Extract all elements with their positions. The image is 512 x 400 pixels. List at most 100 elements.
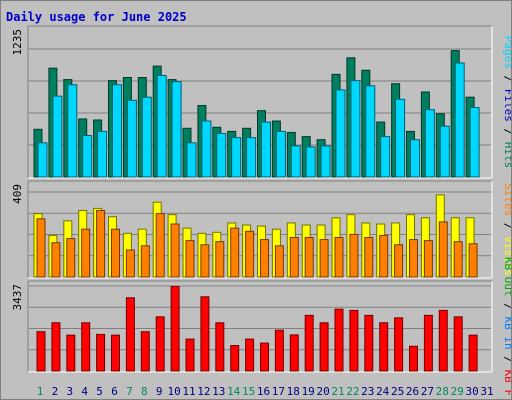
bar-kb-f	[394, 317, 404, 372]
bar-sites	[349, 233, 359, 278]
bar-pages	[52, 95, 63, 178]
series-legend: KB Out / KB In / KB F	[502, 257, 512, 396]
bar-pages	[201, 120, 212, 178]
legend-entry: Files	[502, 89, 512, 122]
x-tick-label: 29	[451, 385, 464, 398]
bar-pages	[82, 135, 93, 178]
bar-pages	[380, 136, 391, 178]
bar-kb-f	[453, 316, 463, 372]
bar-pages	[141, 96, 152, 178]
x-tick-label: 13	[212, 385, 225, 398]
bar-sites	[289, 237, 299, 278]
bar-pages	[454, 62, 465, 178]
bar-sites	[155, 213, 165, 278]
bar-kb-f	[349, 309, 359, 372]
x-tick-label: 2	[52, 385, 59, 398]
bar-sites	[379, 234, 389, 278]
bar-kb-f	[230, 345, 240, 372]
bar-sites	[170, 223, 180, 278]
bar-kb-f	[379, 322, 389, 372]
bar-pages	[350, 80, 361, 178]
series-legend: Pages / Files / Hits	[502, 36, 512, 169]
x-tick-label: 18	[287, 385, 300, 398]
bar-sites	[81, 228, 91, 278]
x-tick-label: 14	[227, 385, 241, 398]
bar-kb-f	[140, 331, 150, 372]
bar-kb-f	[409, 345, 418, 372]
x-tick-label: 15	[242, 385, 255, 398]
legend-entry: Pages	[502, 36, 512, 69]
bar-sites	[409, 239, 418, 278]
bar-pages	[246, 137, 257, 178]
bar-kb-f	[334, 308, 344, 372]
x-tick-label: 21	[331, 385, 344, 398]
legend-entry: KB F	[502, 370, 512, 397]
bar-kb-f	[200, 296, 210, 372]
x-tick-label: 6	[111, 385, 118, 398]
bar-pages	[275, 130, 286, 178]
bar-pages	[395, 98, 406, 178]
x-tick-label: 25	[391, 385, 404, 398]
bar-kb-f	[304, 314, 314, 372]
x-tick-label: 31	[480, 385, 493, 398]
bar-sites	[245, 230, 255, 278]
x-tick-label: 8	[141, 385, 148, 398]
bar-sites	[200, 244, 210, 278]
bar-kb-f	[289, 334, 299, 372]
legend-entry: Visits	[502, 236, 512, 276]
bar-kb-f	[51, 322, 61, 372]
bar-pages	[186, 142, 197, 178]
bar-kb-f	[260, 342, 269, 372]
bar-sites	[334, 237, 344, 278]
bar-pages	[365, 85, 376, 178]
bar-sites	[394, 244, 404, 278]
x-tick-label: 26	[406, 385, 419, 398]
x-tick-label: 17	[272, 385, 285, 398]
bar-sites	[468, 243, 478, 278]
x-tick-label: 3	[66, 385, 73, 398]
x-tick-label: 11	[182, 385, 195, 398]
bar-pages	[97, 130, 108, 178]
bar-pages	[67, 84, 78, 178]
legend-entry: KB Out	[502, 257, 512, 297]
bar-pages	[216, 132, 227, 178]
bar-sites	[230, 227, 240, 278]
bar-pages	[156, 74, 167, 178]
bar-pages	[37, 142, 48, 178]
bar-pages	[261, 121, 271, 178]
y-max-label: 409	[11, 184, 24, 204]
x-tick-label: 16	[257, 385, 270, 398]
bar-pages	[410, 139, 420, 178]
bar-kb-f	[185, 338, 195, 372]
bar-pages	[290, 145, 301, 178]
legend-entry: /	[502, 122, 512, 142]
bar-kb-f	[36, 331, 46, 372]
x-tick-label: 22	[346, 385, 359, 398]
bar-pages	[171, 81, 182, 178]
bar-sites	[274, 245, 284, 278]
bar-kb-f	[438, 309, 448, 372]
bar-kb-f	[468, 334, 478, 372]
bar-pages	[305, 146, 316, 178]
legend-entry: /	[502, 297, 512, 317]
bar-sites	[66, 238, 76, 278]
x-tick-label: 4	[81, 385, 88, 398]
bar-sites	[260, 239, 269, 278]
bar-pages	[112, 84, 122, 178]
x-tick-label: 20	[316, 385, 329, 398]
bar-pages	[126, 99, 137, 178]
bar-sites	[140, 245, 150, 278]
legend-entry: KB In	[502, 317, 512, 350]
bar-kb-f	[245, 338, 255, 372]
bar-sites	[453, 241, 463, 278]
bar-kb-f	[81, 322, 91, 372]
x-tick-label: 9	[156, 385, 163, 398]
bar-sites	[36, 218, 46, 278]
bar-pages	[439, 125, 450, 178]
bar-kb-f	[96, 333, 106, 372]
bar-sites	[438, 221, 448, 278]
x-tick-label: 1	[37, 385, 44, 398]
bar-kb-f	[170, 285, 180, 372]
bar-kb-f	[66, 334, 76, 372]
